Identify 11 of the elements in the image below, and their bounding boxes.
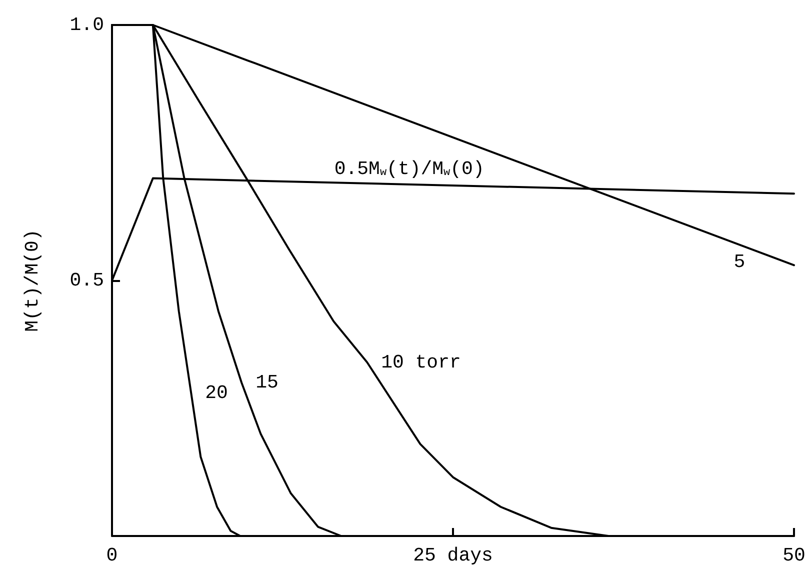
series-label: 5 xyxy=(734,251,746,274)
x-tick-label: 50 xyxy=(782,544,806,566)
series-label: 10 torr xyxy=(381,351,461,374)
series-label: 0.5Mw(t)/Mw(0) xyxy=(334,158,484,180)
series-label: 20 xyxy=(205,382,228,404)
x-tick-label: 25 days xyxy=(413,544,493,566)
y-axis-title: M(t)/M(0) xyxy=(22,229,44,332)
x-tick-label: 0 xyxy=(106,544,118,566)
series-label: 15 xyxy=(256,372,278,394)
y-tick-label: 1.0 xyxy=(70,14,104,36)
y-tick-label: 0.5 xyxy=(70,270,104,292)
